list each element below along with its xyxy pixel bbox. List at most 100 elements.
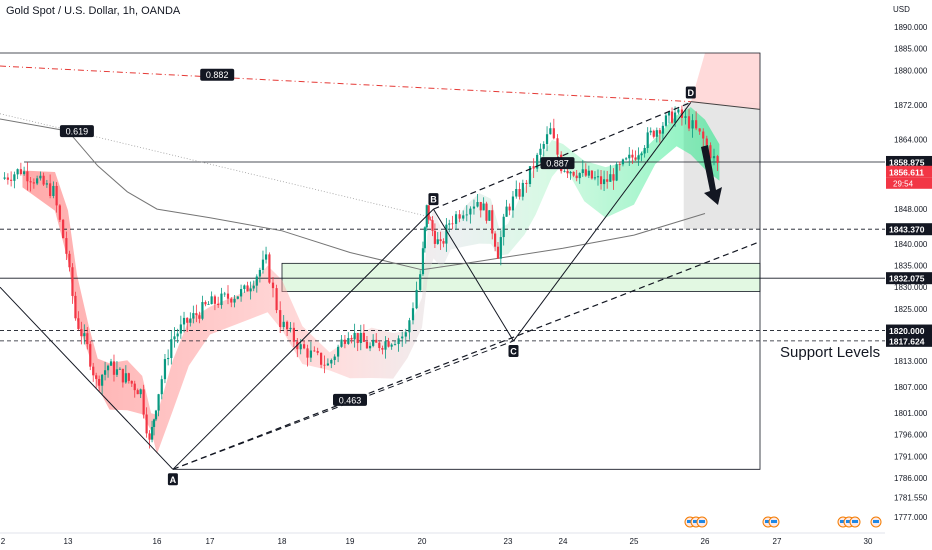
xa-leg[interactable] [0, 286, 174, 470]
candle-body [246, 285, 249, 292]
ab-leg[interactable] [172, 208, 434, 470]
candle-body [436, 239, 439, 244]
candle-body [581, 169, 584, 174]
candle-body [201, 302, 204, 319]
y-tick-label: 1880.000 [894, 66, 928, 75]
candle-body [150, 426, 154, 440]
candle-body [528, 166, 532, 185]
countdown-box [886, 177, 932, 189]
candle-body [71, 267, 74, 296]
candle-body [133, 383, 136, 391]
candle-body [98, 378, 101, 386]
candle-body [448, 223, 451, 225]
price-tag-box [886, 334, 932, 347]
pattern-point-b-box [428, 193, 439, 206]
candle-body [643, 147, 646, 154]
candle-body [95, 375, 98, 379]
candle-body [152, 419, 156, 427]
y-tick-label: 1777.000 [894, 513, 928, 522]
candle-body [511, 196, 515, 211]
candle-body [39, 175, 42, 179]
candle-body [664, 115, 668, 126]
candle-body [207, 304, 210, 305]
pattern-point-d[interactable]: D [688, 88, 695, 98]
candle-body [195, 313, 198, 316]
candle-body [488, 210, 491, 221]
candle-body [309, 350, 312, 358]
pattern-point-c[interactable]: C [510, 346, 517, 356]
candle-body [408, 320, 411, 333]
candle-body [189, 318, 192, 323]
support-levels-note: Support Levels [780, 344, 880, 361]
candle-body [691, 120, 694, 129]
candle-body [712, 156, 716, 159]
ratio-label: 0.463 [339, 395, 362, 405]
x-tick-label: 30 [864, 537, 873, 546]
fib-line [0, 113, 434, 219]
y-tick-label: 1807.000 [894, 383, 928, 392]
candle-body [32, 182, 35, 184]
candle-body [667, 111, 671, 116]
candle-body [397, 338, 400, 345]
ratio-label-box [200, 68, 235, 81]
candle-body [368, 345, 372, 349]
support-zone [281, 262, 761, 292]
candle-body [569, 171, 572, 174]
candle-body [658, 130, 661, 134]
candle-body [279, 310, 282, 328]
candle-body [404, 332, 407, 337]
resistance-trendline[interactable] [0, 65, 691, 103]
ratio-label-box [333, 393, 367, 406]
candle-body [192, 313, 195, 319]
candle-body [606, 179, 609, 182]
event-flag-icon [771, 520, 777, 523]
price-tag: 1817.624 [889, 336, 925, 346]
pattern-point-b[interactable]: B [430, 195, 437, 205]
candle-body [49, 183, 52, 196]
ratio-label-box [540, 157, 575, 170]
candle-body [320, 352, 323, 365]
candle-body [236, 296, 239, 299]
candle-body [655, 130, 658, 137]
candle-body [353, 332, 356, 340]
candle-body [661, 125, 665, 134]
candle-body [687, 116, 691, 129]
candle-body [323, 364, 326, 366]
moving-average-line [0, 118, 706, 271]
cd-leg[interactable] [513, 102, 692, 342]
candle-body [337, 346, 340, 357]
event-flag-icon [846, 520, 852, 523]
candle-body [496, 246, 500, 259]
candle-body [646, 132, 649, 148]
candle-body [401, 336, 404, 339]
candle-body [584, 169, 587, 176]
candle-body [148, 433, 151, 440]
y-tick-label: 1835.000 [894, 261, 928, 270]
candle-body [121, 368, 124, 383]
y-tick-label: 1801.000 [894, 409, 928, 418]
candle-body [566, 170, 569, 174]
bd-channel-line[interactable] [433, 101, 692, 210]
candle-body [204, 302, 207, 305]
event-flag-icon [687, 520, 693, 523]
candle-body [154, 410, 158, 420]
pattern-point-a[interactable]: A [170, 475, 177, 485]
candle-body [631, 154, 634, 158]
candle-body [532, 166, 535, 169]
candle-body [462, 215, 465, 219]
bc-leg[interactable] [433, 208, 514, 342]
candle-body [303, 344, 306, 349]
candle-body [491, 210, 494, 234]
ac-channel-line[interactable] [172, 241, 761, 470]
candle-body [163, 359, 167, 380]
event-flag-icon [693, 520, 699, 523]
candle-body [313, 350, 316, 352]
candle-body [271, 282, 275, 289]
candle-body [29, 181, 32, 183]
candle-body [347, 338, 350, 344]
candle-body [618, 164, 621, 166]
candle-body [649, 130, 652, 133]
candle-body [439, 239, 442, 242]
candle-body [13, 174, 16, 181]
